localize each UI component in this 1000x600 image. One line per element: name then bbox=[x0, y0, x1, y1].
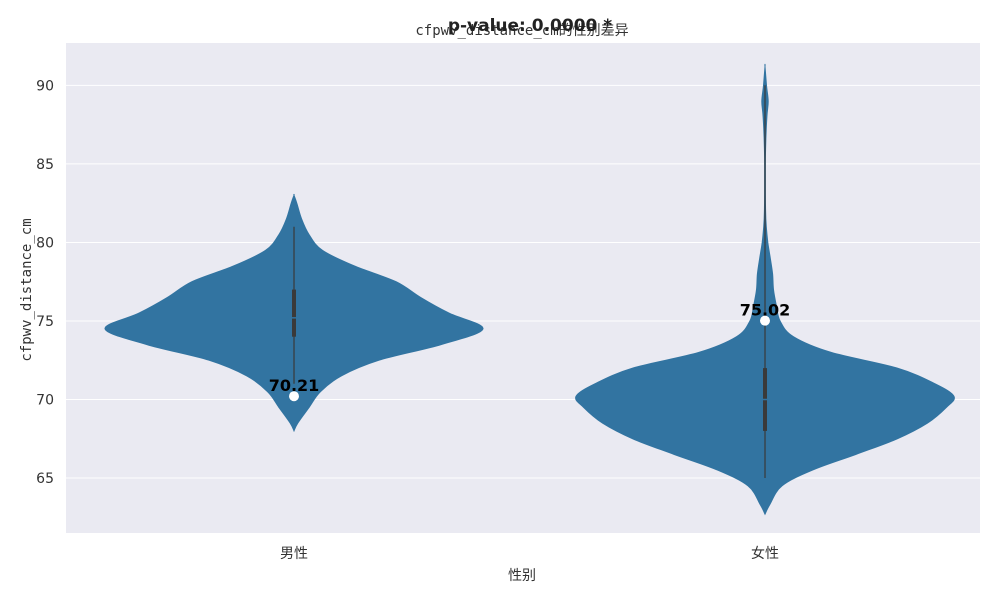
violin-group: 75.02 bbox=[575, 63, 955, 516]
x-tick-label: 男性 bbox=[280, 546, 308, 562]
x-axis-label: 性别 bbox=[508, 568, 536, 584]
chart-subtitle: cfpwv_distance_cm的性别差异 bbox=[415, 23, 628, 39]
chart-title: p-value: 0.0000 * bbox=[448, 16, 612, 36]
y-tick-label: 90 bbox=[36, 78, 54, 94]
x-axis-ticks: 男性 女性 bbox=[280, 545, 779, 562]
iqr-box bbox=[292, 289, 296, 337]
x-tick-label: 女性 bbox=[751, 545, 779, 562]
y-tick-label: 70 bbox=[36, 393, 54, 409]
mean-marker bbox=[760, 315, 770, 326]
y-tick-label: 75 bbox=[36, 314, 54, 330]
mean-value-label: 75.02 bbox=[740, 301, 791, 320]
y-tick-label: 80 bbox=[36, 235, 54, 251]
y-tick-label: 85 bbox=[36, 157, 54, 173]
violins: 70.21 75.02 bbox=[104, 63, 955, 516]
mean-marker bbox=[289, 391, 299, 402]
y-axis-label: cfpwv_distance_cm bbox=[19, 218, 35, 361]
violin-group: 70.21 bbox=[104, 193, 484, 433]
mean-value-label: 70.21 bbox=[269, 376, 320, 395]
y-axis-ticks: 65 70 75 80 85 90 bbox=[36, 78, 54, 487]
y-tick-label: 65 bbox=[36, 471, 54, 487]
